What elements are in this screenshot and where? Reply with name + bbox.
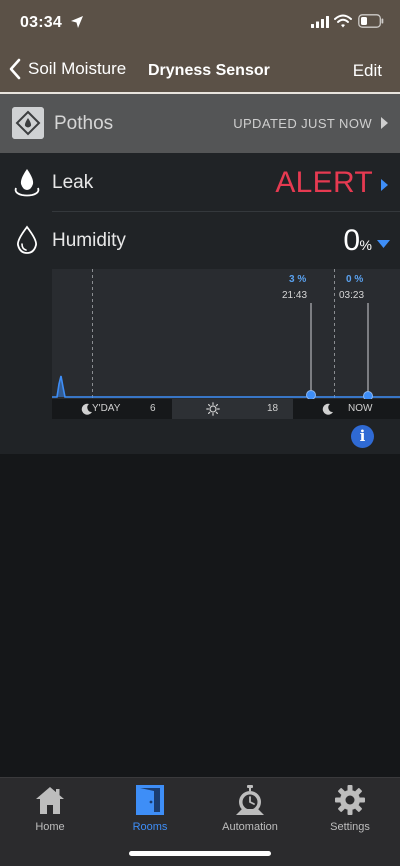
room-name: Pothos <box>54 113 114 134</box>
humidity-chart[interactable] <box>52 269 400 399</box>
humidity-unit: % <box>359 237 372 253</box>
humidity-value: 0 <box>343 224 360 257</box>
cellular-signal-icon <box>311 16 329 28</box>
humidity-chart-plot <box>52 269 400 400</box>
humidity-drop-icon <box>17 225 37 254</box>
marker-value-1: 3 % <box>289 274 307 285</box>
timeline-end-hour: 18 <box>267 403 279 414</box>
tab-home[interactable]: Home <box>0 784 100 836</box>
timeline-now: NOW <box>348 403 373 414</box>
battery-icon <box>358 14 384 28</box>
edit-button[interactable]: Edit <box>352 61 382 80</box>
room-drop-icon <box>12 107 44 139</box>
wifi-icon <box>334 14 352 28</box>
back-label: Soil Moisture <box>28 59 127 78</box>
gear-icon <box>335 785 365 815</box>
sun-icon <box>206 402 220 416</box>
tab-label: Settings <box>330 821 370 833</box>
chevron-left-icon <box>9 58 21 80</box>
chevron-right-icon <box>381 179 388 191</box>
tab-automation[interactable]: Automation <box>200 784 300 836</box>
navigation-bar: Soil Moisture Dryness Sensor Edit <box>0 52 400 90</box>
room-bar[interactable]: Pothos UPDATED JUST NOW <box>0 94 400 153</box>
timeline-daytime: 18 <box>172 399 293 419</box>
page-title: Dryness Sensor <box>148 62 270 79</box>
moon-icon <box>322 403 333 415</box>
timeline-start-hour: 6 <box>150 403 156 414</box>
row-divider <box>52 211 400 212</box>
marker-time-1: 21:43 <box>282 290 308 301</box>
chart-series-line <box>52 375 400 398</box>
leak-row[interactable]: Leak ALERT <box>0 153 400 211</box>
chevron-right-icon <box>381 117 388 129</box>
status-bar: 03:34 <box>0 0 400 48</box>
back-button[interactable]: Soil Moisture <box>8 58 126 80</box>
marker-time-2: 03:23 <box>339 290 365 301</box>
updated-status: UPDATED JUST NOW <box>233 116 372 131</box>
door-icon <box>136 785 164 815</box>
marker-value-2: 0 % <box>346 274 364 285</box>
header-divider <box>0 92 400 94</box>
tab-label: Home <box>35 821 65 833</box>
status-time: 03:34 <box>20 14 62 31</box>
tab-label: Rooms <box>132 821 168 833</box>
location-arrow-icon <box>71 16 83 28</box>
chevron-down-icon[interactable] <box>377 240 390 248</box>
leak-label: Leak <box>52 172 94 193</box>
home-indicator[interactable] <box>129 851 271 856</box>
nav-header: 03:34 Soil Moisture Dryness Sensor <box>0 0 400 92</box>
chart-timeline: Y'DAY 6 18 NOW <box>52 399 400 419</box>
humidity-label: Humidity <box>52 230 126 251</box>
leak-status: ALERT <box>275 166 373 199</box>
tab-bar: Home Rooms Automation <box>0 777 400 866</box>
leak-drop-icon <box>14 169 40 197</box>
tab-rooms[interactable]: Rooms <box>100 784 200 836</box>
chart-point-2 <box>363 391 373 400</box>
tab-settings[interactable]: Settings <box>300 784 400 836</box>
humidity-row[interactable]: Humidity 0 % <box>0 211 400 269</box>
info-button[interactable]: i <box>351 425 374 448</box>
chart-series-area <box>57 376 65 397</box>
tab-label: Automation <box>222 821 278 833</box>
timeline-yday: Y'DAY <box>92 403 121 414</box>
robot-icon <box>236 785 264 815</box>
house-icon <box>36 787 64 814</box>
moon-icon <box>81 403 92 415</box>
